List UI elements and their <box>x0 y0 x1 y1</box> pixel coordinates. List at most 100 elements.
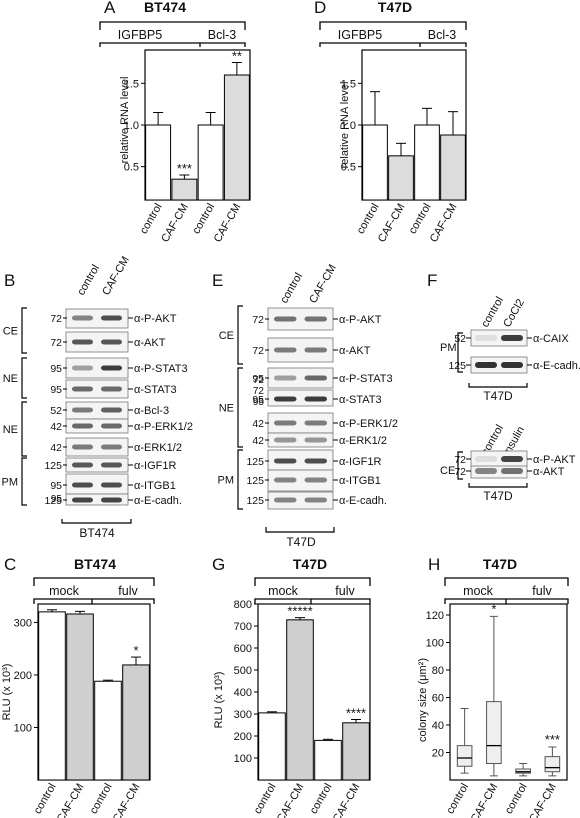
blot-band <box>501 335 523 341</box>
fraction-bracket <box>457 451 463 480</box>
antibody-label: α-STAT3 <box>134 384 177 396</box>
group-bracket <box>444 598 569 604</box>
panel-letter: E <box>212 271 223 290</box>
mw-marker: 95 <box>51 494 63 505</box>
fraction-label: CE <box>219 330 234 342</box>
bar <box>145 124 172 201</box>
fraction-bracket <box>21 457 27 506</box>
blot-band <box>101 315 122 321</box>
bar <box>362 124 388 201</box>
blot-band <box>72 365 93 371</box>
western-blot: 72 α-P-AKT 72 α-AKT 95 α-P-STAT3 95 α-STAT3 52 α-… <box>2 307 193 507</box>
y-tick-label: 0.5 <box>341 162 356 174</box>
cell-line-bracket <box>468 483 528 488</box>
mw-marker: 72 <box>253 375 265 386</box>
plot-frame <box>37 603 151 781</box>
fraction-label: NE <box>3 373 18 385</box>
antibody-label: α-ITGB1 <box>134 480 176 492</box>
mw-marker: 125 <box>246 495 264 507</box>
blot-band <box>304 477 327 483</box>
box <box>456 745 473 767</box>
group-label: fulv <box>532 584 552 598</box>
panel-a: A BT474 IGFBP5 Bcl-3 0.51.01.5control***… <box>99 0 251 245</box>
mw-marker: 52 <box>454 333 466 345</box>
group-bracket <box>444 577 569 586</box>
fraction-bracket <box>237 367 243 448</box>
lane-label: control <box>278 271 305 306</box>
bar <box>440 134 466 201</box>
panel-c: C BT474 mock fulv 100200300controlCAF-CM… <box>1 555 155 818</box>
blot-band <box>274 420 297 426</box>
blot-band <box>475 335 497 341</box>
y-tick-label: 40 <box>432 720 444 732</box>
x-tick-label: control <box>190 202 217 237</box>
antibody-label: α-P-AKT <box>339 314 382 326</box>
fraction-bracket <box>21 357 27 399</box>
y-tick-label: 60 <box>432 693 444 705</box>
mw-marker: 125 <box>44 495 62 507</box>
blot-band <box>304 396 327 402</box>
blot-band <box>274 477 297 483</box>
significance-mark: *** <box>177 161 192 176</box>
lane-label: control <box>75 263 102 298</box>
y-axis-label: RLU (x 10³) <box>1 664 13 721</box>
box <box>486 701 502 764</box>
antibody-label: α-E-cadh. <box>134 495 182 507</box>
box <box>544 756 561 773</box>
panel-f: F control CoCl2 control insulin 52 α-CAIX… <box>427 271 580 503</box>
bar <box>286 619 314 781</box>
mw-marker: 42 <box>252 435 264 447</box>
blot-band <box>475 468 497 474</box>
bar <box>171 178 198 201</box>
antibody-label: α-Bcl-3 <box>134 405 169 417</box>
panel-title: T47D <box>378 0 412 15</box>
y-tick-label: 600 <box>234 643 252 655</box>
group-bracket <box>33 598 155 604</box>
cell-line-bracket <box>61 519 132 524</box>
blot-band <box>101 462 122 468</box>
mw-marker: 72 <box>252 314 264 326</box>
y-tick-label: 20 <box>432 748 444 760</box>
western-blot: 72 α-P-AKT 72 α-AKT 95 α-P-STAT3 95 α-STAT3 42 α-… <box>218 305 398 510</box>
blot-band <box>501 468 523 474</box>
blot-band <box>274 437 297 443</box>
y-tick-label: 1.5 <box>341 78 356 90</box>
panel-letter: B <box>4 271 15 290</box>
fraction-label: PM <box>440 342 457 354</box>
significance-mark: * <box>491 601 496 616</box>
antibody-label: α-ERK1/2 <box>339 435 387 447</box>
antibody-label: α-CAIX <box>533 333 569 345</box>
y-tick-label: 700 <box>234 621 252 633</box>
group-label: fulv <box>118 584 138 598</box>
panel-e: E control CAF-CM 72 α-P-AKT 72 α-AKT 95 α-P-S… <box>212 262 398 549</box>
mw-marker: 95 <box>50 480 62 492</box>
x-tick-label: control <box>355 202 382 237</box>
y-axis-label: colony size (μm²) <box>417 658 429 742</box>
bar <box>414 124 440 201</box>
group-bracket <box>319 42 467 47</box>
antibody-label: α-ERK1/2 <box>134 442 182 454</box>
x-tick-label: CAF-CM <box>331 782 363 818</box>
antibody-label: α-AKT <box>339 345 371 357</box>
mw-marker: 95 <box>252 373 264 385</box>
y-tick-label: 80 <box>432 665 444 677</box>
bar-chart: 100 200 300 400 500 600 700 800 control ***** CAF-… <box>234 599 371 818</box>
fraction-label: NE <box>3 424 18 436</box>
blot-band <box>72 315 93 321</box>
y-tick-label: 0.5 <box>124 162 139 174</box>
mw-marker: 72 <box>50 337 62 349</box>
blot-band <box>72 482 93 488</box>
blot-band <box>72 462 93 468</box>
blot-band <box>72 423 93 429</box>
y-axis-label: relative RNA level <box>339 82 351 169</box>
bar <box>38 611 66 781</box>
mw-marker: 95 <box>50 384 62 396</box>
blot-band <box>101 482 122 488</box>
group-label: mock <box>463 584 494 598</box>
x-tick-label: CAF-CM <box>469 782 501 818</box>
blot-band <box>101 365 122 371</box>
x-tick-label: control <box>503 782 530 817</box>
blot-band <box>72 497 93 503</box>
mw-marker: 95 <box>253 397 265 408</box>
